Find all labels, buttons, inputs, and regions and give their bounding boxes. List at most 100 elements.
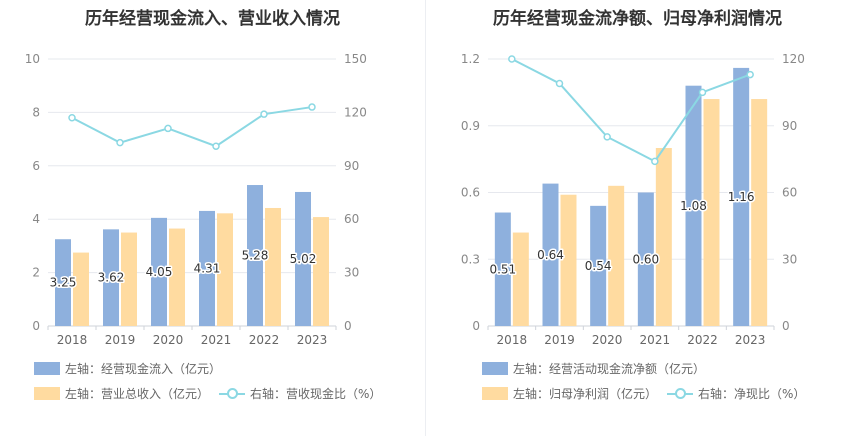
y-right-tick-label: 90 bbox=[782, 119, 797, 133]
y-right-tick-label: 120 bbox=[782, 52, 805, 66]
line-point bbox=[603, 133, 611, 141]
bar-series-2 bbox=[703, 99, 720, 326]
x-tick-label: 2021 bbox=[201, 333, 232, 347]
bar-series-1 bbox=[151, 217, 167, 326]
bar-series-1 bbox=[103, 229, 119, 326]
y-right-tick-label: 0 bbox=[344, 319, 352, 333]
y-right-tick-label: 60 bbox=[344, 212, 359, 226]
data-label: 0.54 bbox=[585, 259, 612, 273]
bar-series-2 bbox=[169, 228, 185, 326]
bar-series-1 bbox=[247, 185, 263, 326]
x-tick-label: 2023 bbox=[735, 333, 766, 347]
legend-label: 左轴：经营活动现金流净额（亿元） bbox=[513, 362, 706, 376]
y-left-tick-label: 0 bbox=[472, 319, 480, 333]
y-right-tick-label: 90 bbox=[344, 159, 359, 173]
y-left-tick-label: 4 bbox=[32, 212, 40, 226]
line-point bbox=[508, 55, 516, 63]
line-point bbox=[555, 79, 564, 88]
data-label: 1.08 bbox=[680, 199, 707, 213]
data-label: 0.60 bbox=[632, 252, 659, 266]
legend-label: 左轴：归母净利润（亿元） bbox=[513, 387, 658, 401]
x-tick-label: 2019 bbox=[544, 333, 575, 347]
chart-plot: 0 0 0.3 30 0.6 60 0.9 90 1.2 120 2018 2019 2020 2021 2… bbox=[461, 52, 805, 347]
y-right-tick-label: 60 bbox=[782, 186, 797, 200]
bar-series-2 bbox=[121, 232, 137, 326]
bar-series-1 bbox=[494, 212, 511, 326]
chart-title: 历年经营现金流入、营业收入情况 bbox=[85, 9, 340, 29]
y-right-tick-label: 30 bbox=[782, 252, 797, 266]
y-left-tick-label: 0.9 bbox=[461, 119, 480, 133]
legend-swatch bbox=[482, 387, 508, 400]
chart-panel-left: 历年经营现金流入、营业收入情况 0 0 2 30 4 60 6 90 8 120 10 150 2018… bbox=[25, 9, 382, 402]
x-tick-label: 2022 bbox=[249, 333, 280, 347]
chart-plot: 0 0 2 30 4 60 6 90 8 120 10 150 2018 2019 2020 2021 2022… bbox=[25, 52, 367, 347]
bar-series-1 bbox=[542, 183, 559, 326]
y-left-tick-label: 0 bbox=[32, 319, 40, 333]
y-left-tick-label: 10 bbox=[25, 52, 40, 66]
line-series bbox=[511, 58, 751, 163]
bar-series-2 bbox=[512, 232, 529, 326]
legend-swatch bbox=[482, 362, 508, 375]
line-point bbox=[116, 138, 124, 147]
legend-label: 左轴：经营现金流入（亿元） bbox=[65, 362, 222, 376]
bar-series-2 bbox=[560, 194, 577, 326]
bar-series-1 bbox=[685, 85, 702, 326]
legend-item-bar1[interactable]: 左轴：经营活动现金流净额（亿元） bbox=[482, 360, 705, 377]
bar-series-2 bbox=[217, 213, 233, 326]
y-left-tick-label: 6 bbox=[32, 159, 40, 173]
legend-swatch bbox=[34, 387, 60, 400]
bar-series-2 bbox=[608, 185, 625, 326]
y-left-tick-label: 1.2 bbox=[461, 52, 480, 66]
line-point bbox=[651, 157, 659, 166]
chart-panel-right: 历年经营现金流净额、归母净利润情况 0 0 0.3 30 0.6 60 0.9 90 1.2 12… bbox=[425, 0, 850, 436]
x-tick-label: 2023 bbox=[297, 333, 328, 347]
x-tick-label: 2022 bbox=[687, 333, 718, 347]
line-point bbox=[746, 70, 754, 79]
panel-divider bbox=[425, 0, 426, 436]
y-right-tick-label: 120 bbox=[344, 105, 367, 119]
y-left-tick-label: 0.3 bbox=[461, 252, 480, 266]
data-label: 3.62 bbox=[98, 271, 125, 285]
line-point bbox=[68, 113, 76, 122]
bar-series-1 bbox=[637, 192, 654, 326]
bar-series-2 bbox=[655, 148, 672, 326]
data-label: 4.31 bbox=[194, 261, 221, 275]
chart-title: 历年经营现金流净额、归母净利润情况 bbox=[493, 9, 782, 29]
legend-swatch bbox=[34, 362, 60, 375]
legend-item-bar2[interactable]: 左轴：归母净利润（亿元） bbox=[482, 385, 657, 402]
data-label: 5.02 bbox=[290, 252, 317, 266]
y-left-tick-label: 2 bbox=[32, 266, 40, 280]
y-right-tick-label: 30 bbox=[344, 266, 359, 280]
x-tick-label: 2020 bbox=[592, 333, 623, 347]
bar-series-2 bbox=[73, 252, 89, 326]
line-point bbox=[260, 110, 268, 118]
legend-item-bar1[interactable]: 左轴：经营现金流入（亿元） bbox=[34, 360, 221, 377]
legend-item-line[interactable]: 右轴：净现比（%） bbox=[667, 385, 805, 402]
data-label: 5.28 bbox=[242, 249, 269, 263]
data-label: 4.05 bbox=[146, 265, 173, 279]
x-tick-label: 2020 bbox=[153, 333, 184, 347]
line-point bbox=[212, 142, 220, 150]
legend-line-icon bbox=[667, 387, 693, 400]
data-label: 0.51 bbox=[489, 262, 516, 276]
legend-label: 左轴：营业总收入（亿元） bbox=[65, 387, 210, 401]
line-point bbox=[308, 103, 316, 111]
x-tick-label: 2018 bbox=[497, 333, 528, 347]
bar-series-1 bbox=[733, 67, 750, 327]
data-label: 0.64 bbox=[537, 248, 564, 262]
y-left-tick-label: 0.6 bbox=[461, 186, 480, 200]
bar-series-2 bbox=[265, 207, 281, 326]
data-label: 3.25 bbox=[50, 276, 77, 290]
legend-label: 右轴：营收现金比（%） bbox=[250, 387, 382, 401]
bar-series-2 bbox=[313, 217, 329, 326]
line-point bbox=[698, 88, 707, 97]
legend-item-line[interactable]: 右轴：营收现金比（%） bbox=[219, 385, 381, 402]
line-point bbox=[164, 124, 172, 133]
y-right-tick-label: 150 bbox=[344, 52, 367, 66]
data-label: 1.16 bbox=[728, 190, 755, 204]
line-series bbox=[71, 106, 313, 148]
legend-line-icon bbox=[219, 387, 245, 400]
legend-label: 右轴：净现比（%） bbox=[698, 387, 806, 401]
x-tick-label: 2019 bbox=[105, 333, 136, 347]
legend-item-bar2[interactable]: 左轴：营业总收入（亿元） bbox=[34, 385, 209, 402]
